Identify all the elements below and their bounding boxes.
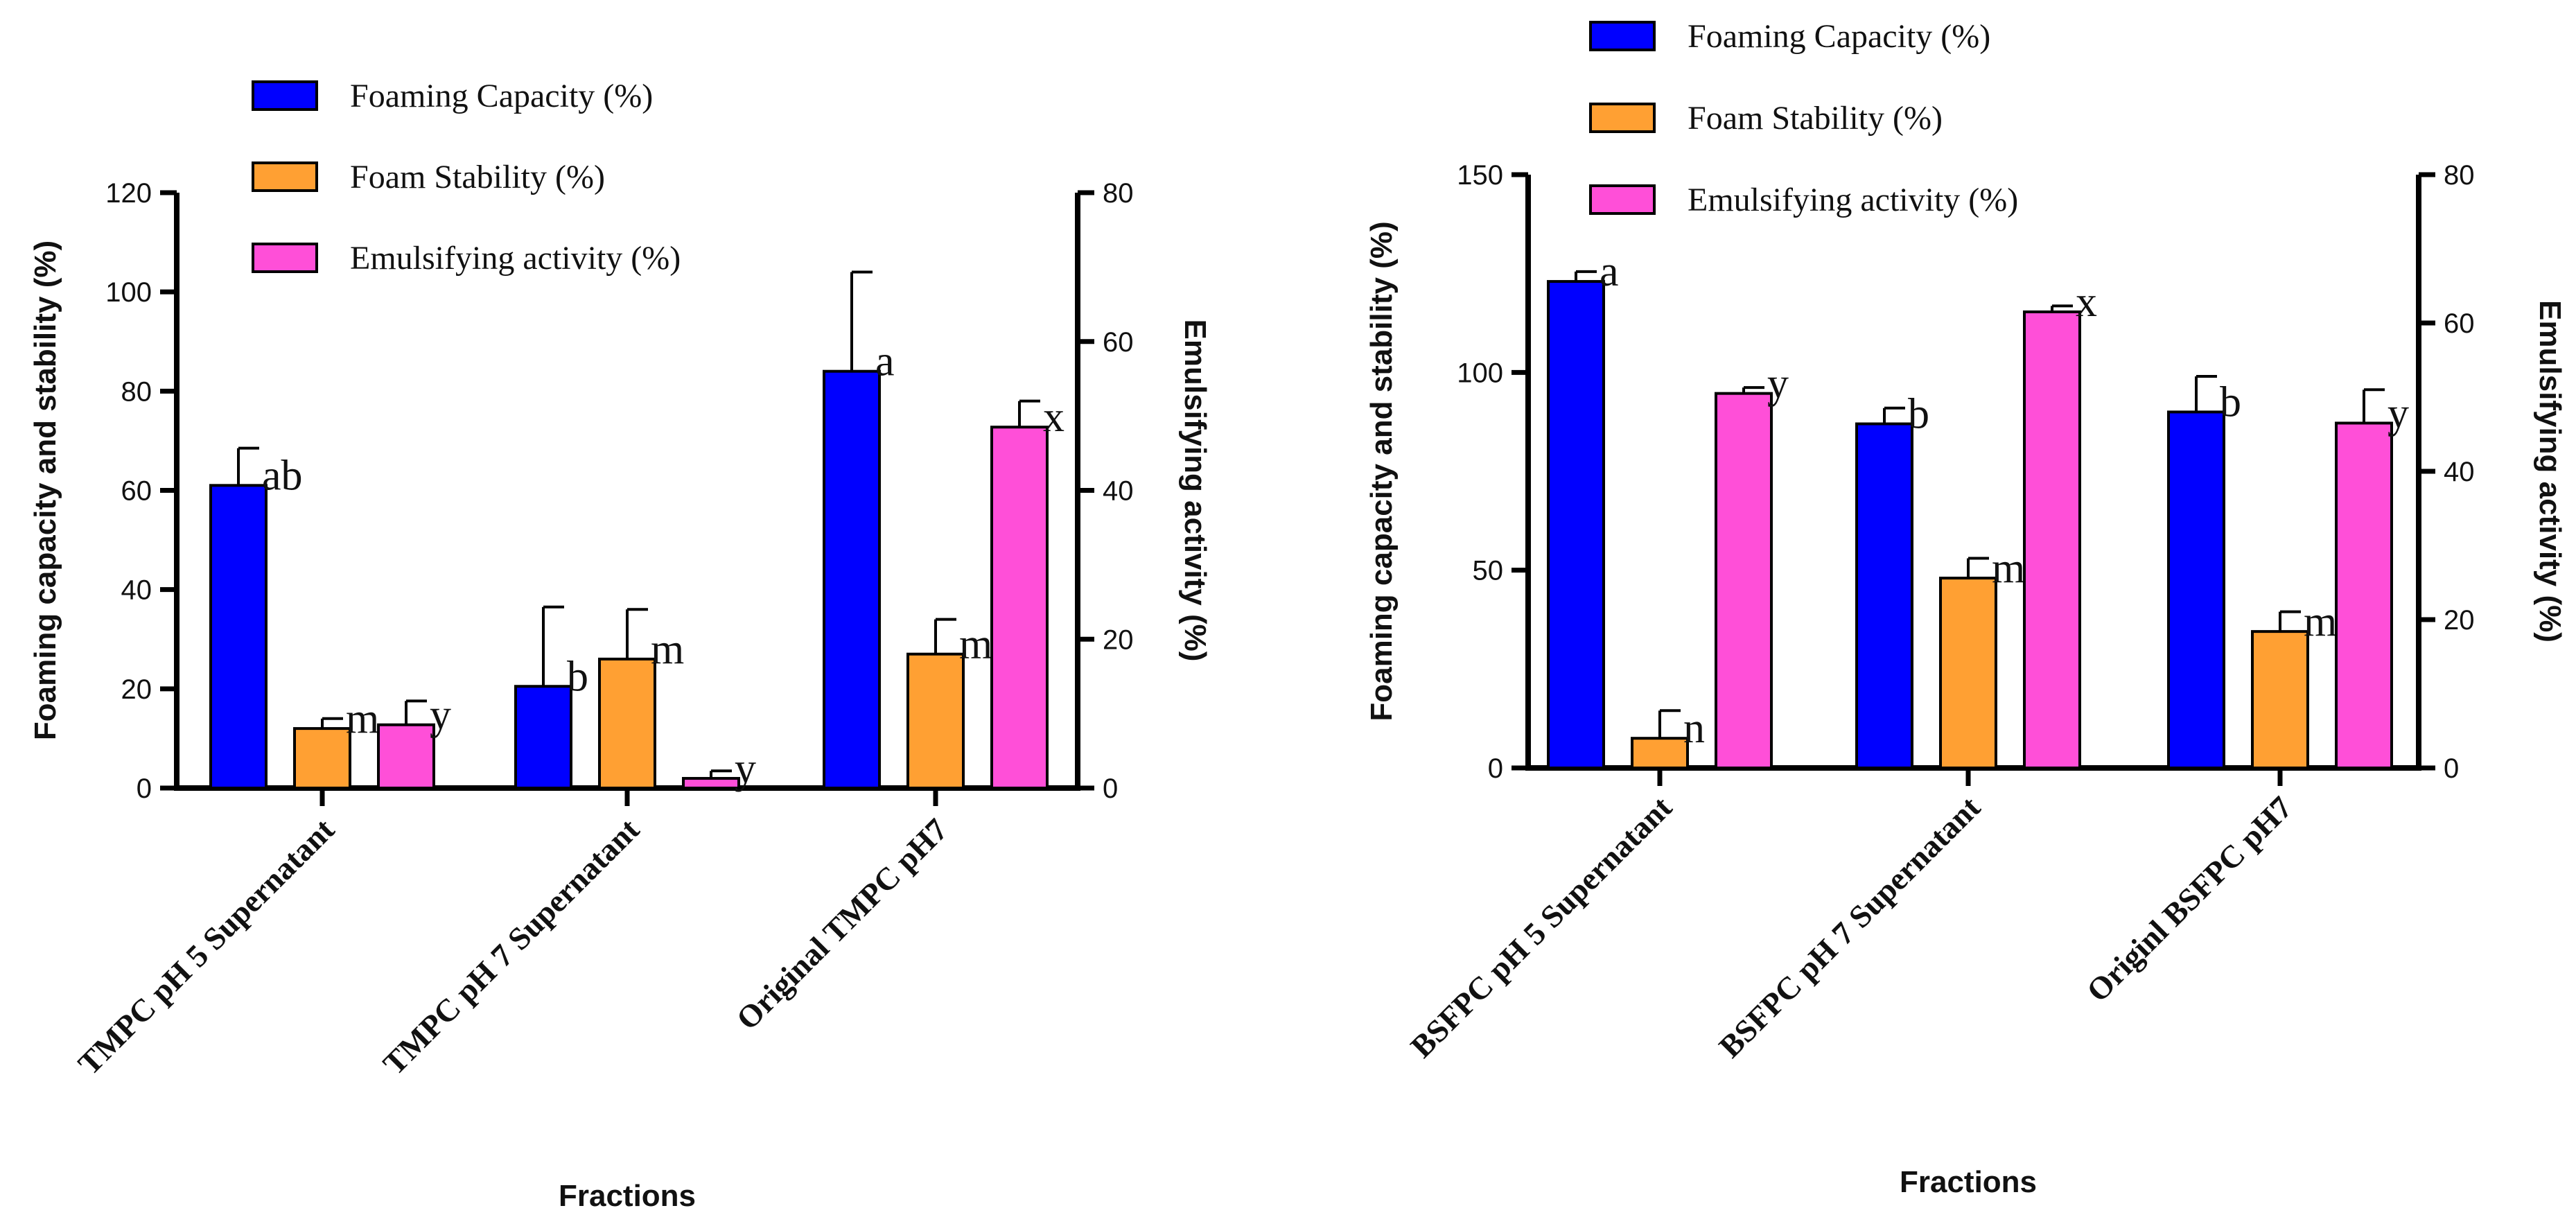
- y-axis-title: Foaming capacity and stability (%): [28, 241, 62, 740]
- significance-label: y: [1767, 360, 1789, 408]
- category-label: BSFPC pH 7 Supernatant: [1712, 789, 1987, 1065]
- category-label: Original TMPC pH7: [729, 812, 954, 1037]
- right-tick-label: 20: [2444, 605, 2475, 636]
- bar: [1715, 392, 1773, 769]
- y-axis-title: Foaming capacity and stability (%): [1365, 221, 1399, 721]
- left-tick-label: 100: [1457, 358, 1503, 388]
- left-tick-label: 80: [121, 376, 152, 407]
- significance-label: a: [875, 338, 895, 385]
- bar: [377, 723, 435, 789]
- legend-label: Foam Stability (%): [350, 159, 605, 195]
- left-tick-label: 120: [105, 178, 152, 209]
- legend: Foaming Capacity (%) Foam Stability (%) Em…: [252, 78, 681, 277]
- legend-swatch: [1589, 103, 1656, 133]
- right-tick-label: 0: [2444, 753, 2459, 784]
- category-label: TMPC pH 7 Supernatant: [376, 812, 647, 1082]
- bar: [906, 652, 965, 789]
- left-tick-label: 150: [1457, 160, 1503, 191]
- right-tick-label: 60: [2444, 308, 2475, 339]
- bar: [293, 727, 351, 789]
- legend-swatch: [1589, 184, 1656, 215]
- significance-label: y: [735, 745, 756, 792]
- significance-label: y: [430, 692, 451, 739]
- significance-label: a: [1600, 248, 1619, 295]
- left-tick-label: 40: [121, 575, 152, 606]
- bar: [1631, 737, 1689, 769]
- right-tick-label: 80: [2444, 160, 2475, 191]
- significance-label: m: [2304, 598, 2337, 645]
- bar: [2167, 410, 2225, 769]
- significance-label: n: [1683, 705, 1705, 752]
- legend-label: Emulsifying activity (%): [350, 240, 681, 277]
- significance-label: x: [1043, 394, 1064, 441]
- bar: [209, 484, 268, 789]
- right-tick-label: 60: [1103, 327, 1134, 358]
- bar: [1855, 422, 1913, 770]
- category-label: Originl BSFPC pH7: [2080, 789, 2299, 1008]
- chart-2: 0 50 100 150 0 20 40 60 80 a n y BSFPC pH 5 Supernat…: [1365, 18, 2567, 1199]
- right-tick-label: 40: [2444, 457, 2475, 487]
- significance-label: m: [651, 626, 684, 673]
- bar: [1939, 577, 1997, 770]
- significance-label: y: [2387, 390, 2409, 437]
- significance-label: m: [959, 621, 992, 668]
- legend-label: Foaming Capacity (%): [350, 78, 653, 114]
- legend-swatch: [252, 243, 318, 273]
- left-tick-label: 0: [137, 773, 152, 804]
- significance-label: m: [1992, 545, 2025, 592]
- bar: [2251, 630, 2309, 769]
- bar: [682, 777, 740, 790]
- x-axis-title: Fractions: [559, 1179, 696, 1213]
- legend-swatch: [252, 161, 318, 192]
- right-tick-label: 40: [1103, 476, 1134, 507]
- right-tick-label: 80: [1103, 178, 1134, 209]
- right-tick-label: 0: [1103, 773, 1118, 804]
- left-tick-label: 60: [121, 476, 152, 507]
- legend: Foaming Capacity (%) Foam Stability (%) Em…: [1589, 18, 2018, 218]
- left-tick-label: 50: [1473, 556, 1504, 586]
- significance-label: x: [2076, 279, 2097, 326]
- left-tick-label: 100: [105, 277, 152, 308]
- y-axis-right-title: Emulsifying activity (%): [2533, 300, 2567, 642]
- legend-swatch: [1589, 21, 1656, 51]
- bar: [514, 685, 572, 789]
- legend-swatch: [252, 80, 318, 111]
- bar: [990, 426, 1049, 789]
- significance-label: b: [1908, 391, 1929, 438]
- category-label: BSFPC pH 5 Supernatant: [1403, 789, 1679, 1065]
- significance-label: b: [2220, 378, 2241, 426]
- y-axis-right-title: Emulsifying activity (%): [1178, 320, 1212, 662]
- bar: [2335, 421, 2393, 769]
- significance-label: b: [567, 653, 588, 700]
- right-tick-label: 20: [1103, 624, 1134, 655]
- significance-label: m: [346, 695, 379, 742]
- left-tick-label: 0: [1488, 753, 1503, 784]
- legend-label: Foaming Capacity (%): [1688, 18, 1990, 55]
- bar: [1547, 280, 1605, 769]
- legend-label: Emulsifying activity (%): [1688, 182, 2018, 218]
- significance-label: ab: [262, 452, 303, 499]
- x-axis-title: Fractions: [1900, 1165, 2037, 1199]
- bar: [823, 369, 881, 789]
- legend-label: Foam Stability (%): [1688, 100, 1943, 137]
- bar: [2023, 310, 2081, 769]
- category-label: TMPC pH 5 Supernatant: [71, 812, 342, 1082]
- bar: [598, 657, 656, 790]
- left-tick-label: 20: [121, 674, 152, 705]
